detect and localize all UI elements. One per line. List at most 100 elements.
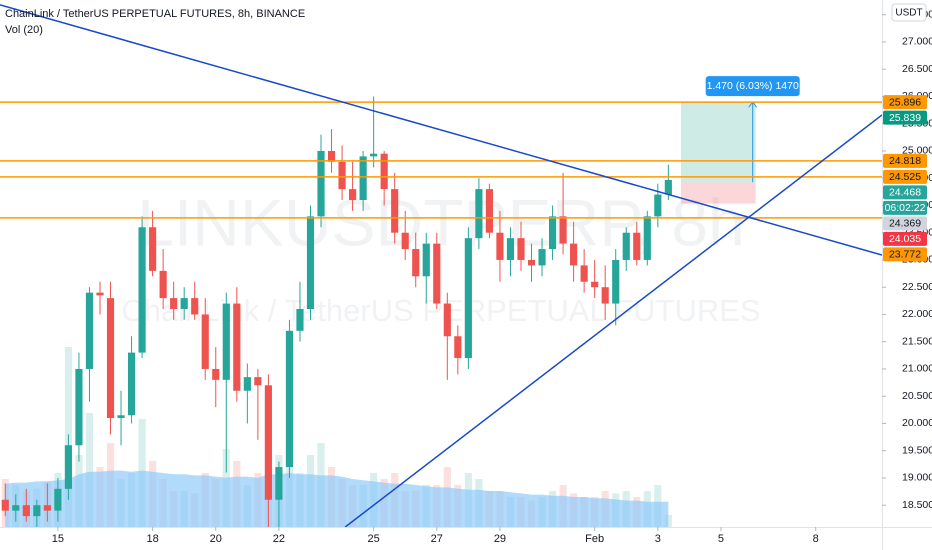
candle-body <box>559 216 567 244</box>
candle-body <box>106 298 115 419</box>
candle-body <box>643 216 651 260</box>
candle-body <box>338 161 346 190</box>
trend-line <box>0 4 882 256</box>
candle-body <box>654 194 662 217</box>
y-tick-label: 19.000 <box>902 472 932 484</box>
y-tick-label: 22.000 <box>902 308 932 320</box>
price-label: 23.772 <box>889 249 921 261</box>
volume-ma-area <box>5 470 669 527</box>
candle-body <box>548 216 557 250</box>
candle-body <box>159 270 167 299</box>
candle-body <box>180 298 188 310</box>
y-tick-label: 18.500 <box>902 499 932 511</box>
price-label: 24.035 <box>889 233 921 245</box>
candle-body <box>12 505 20 511</box>
candle-body <box>275 467 283 500</box>
candle-body <box>359 156 367 201</box>
x-tick-label: 3 <box>655 533 661 545</box>
candle-body <box>517 238 525 260</box>
y-tick-label: 21.500 <box>902 335 932 347</box>
watermark-subtitle: ChainLink / TetherUS PERPETUAL FUTURES <box>121 293 760 328</box>
candle-body <box>54 488 62 511</box>
candle-body <box>370 153 378 157</box>
x-tick-label: 8 <box>813 533 819 545</box>
y-tick-label: 25.000 <box>902 145 932 157</box>
price-label: 24.525 <box>889 171 921 183</box>
candle-body <box>349 189 357 201</box>
price-label-box <box>883 216 927 231</box>
candle-body <box>527 259 536 266</box>
volume-bar <box>85 413 94 527</box>
indicator-label: Vol (20) <box>5 24 43 36</box>
candle-body <box>612 259 620 304</box>
candle-body <box>422 243 430 277</box>
candle-body <box>64 445 72 489</box>
candle-body <box>327 150 336 162</box>
x-tick-label: 29 <box>494 533 506 545</box>
candle-body <box>149 227 157 271</box>
y-tick-label: 27.000 <box>902 36 932 48</box>
candle-body <box>664 179 672 195</box>
x-tick-label: Feb <box>585 533 604 545</box>
candle-body <box>633 232 641 260</box>
candle-body <box>296 309 304 331</box>
x-tick-label: 25 <box>368 533 380 545</box>
candle-body <box>33 505 41 517</box>
candle-body <box>391 189 399 233</box>
price-label: 24.468 <box>889 187 921 199</box>
candle-body <box>538 249 546 266</box>
position-label: 1.470 (6.03%) 1470 <box>707 80 799 92</box>
x-tick-label: 15 <box>52 533 64 545</box>
y-tick-label: 22.500 <box>902 281 932 293</box>
candle-body <box>306 216 315 310</box>
candle-body <box>580 265 588 282</box>
candle-body <box>570 243 578 266</box>
candle-body <box>475 189 483 239</box>
price-label: 24.818 <box>889 155 921 167</box>
candle-body <box>496 232 504 260</box>
position-label-box <box>705 76 800 97</box>
candle-body <box>170 298 178 310</box>
price-label-box <box>883 247 927 262</box>
price-label: 24.369 <box>889 218 921 230</box>
candle-body <box>127 352 136 416</box>
price-label-box <box>883 110 927 125</box>
candle-body <box>433 243 441 304</box>
candle-body <box>201 314 209 369</box>
candle-body <box>212 368 220 380</box>
candle-body <box>75 368 83 446</box>
candle-body <box>233 303 241 391</box>
price-label-box <box>883 95 927 110</box>
y-tick-label: 20.000 <box>902 417 932 429</box>
candle-body <box>622 232 630 260</box>
watermark: LINKUSDTPERP, 8h <box>137 185 745 259</box>
candle-body <box>317 150 325 217</box>
price-label-box <box>883 231 927 246</box>
price-label: 25.896 <box>889 96 921 108</box>
price-label: 06:02:22 <box>885 202 926 214</box>
position-target-zone <box>680 102 756 183</box>
x-tick-label: 22 <box>273 533 285 545</box>
candle-body <box>117 415 125 419</box>
candle-body <box>243 377 251 391</box>
candle-body <box>464 238 472 359</box>
candle-body <box>485 189 493 233</box>
candle-body <box>191 298 199 315</box>
candle-body <box>401 232 409 250</box>
currency-badge <box>891 3 927 22</box>
position-stop-zone <box>680 182 756 204</box>
candle-body <box>1 499 9 511</box>
candle-body <box>443 303 451 337</box>
y-tick-label: 20.500 <box>902 390 932 402</box>
candle-body <box>264 385 272 500</box>
price-label-box <box>883 169 927 184</box>
x-tick-label: 5 <box>718 533 724 545</box>
candle-body <box>506 238 515 260</box>
candle-body <box>43 505 51 511</box>
candle-body <box>285 330 294 468</box>
candle-body <box>380 153 388 190</box>
x-tick-label: 20 <box>210 533 222 545</box>
candle-body <box>412 249 420 277</box>
chart-title: ChainLink / TetherUS PERPETUAL FUTURES, … <box>5 8 305 20</box>
y-tick-label: 19.500 <box>902 444 932 456</box>
